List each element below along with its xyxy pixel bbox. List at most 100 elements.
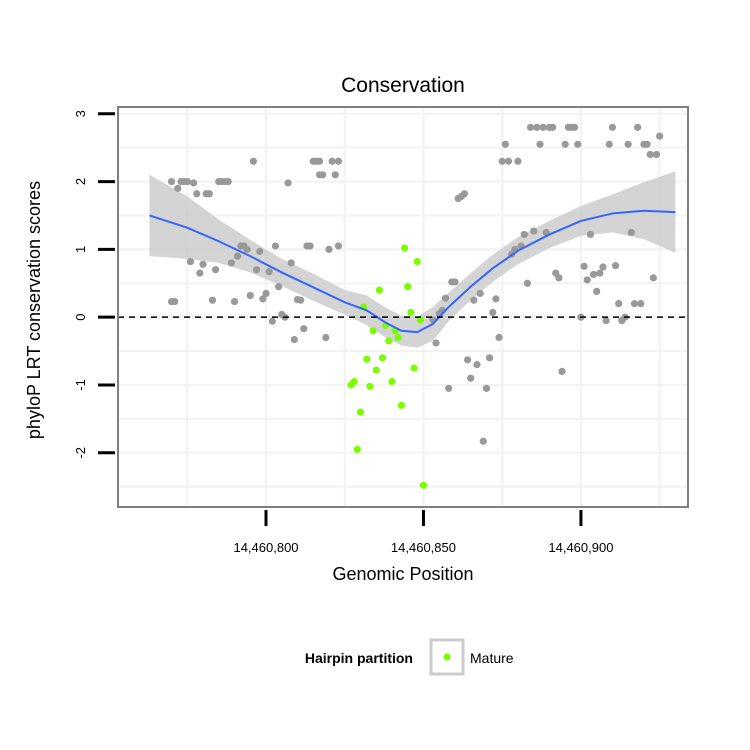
data-point (322, 333, 330, 342)
data-point (482, 384, 491, 392)
data-point (646, 150, 654, 159)
data-point (199, 260, 207, 268)
data-point (583, 276, 591, 284)
y-tick-label: 3 (73, 110, 88, 117)
data-point (593, 287, 601, 296)
data-point (637, 300, 645, 308)
data-point (234, 252, 242, 260)
panel-background (118, 107, 688, 507)
mature-data-point (413, 257, 421, 266)
data-point (470, 296, 478, 304)
legend: Hairpin partition Mature (305, 638, 514, 676)
data-point (463, 356, 472, 364)
data-point (643, 140, 651, 148)
data-point (174, 184, 182, 192)
x-tick-label: 14,460,900 (548, 540, 613, 555)
data-point (530, 227, 538, 235)
data-point (334, 242, 343, 250)
data-point (284, 179, 292, 187)
data-point (268, 317, 276, 325)
mature-data-point (410, 364, 418, 372)
data-point (451, 278, 459, 286)
data-point (319, 171, 327, 179)
data-point (224, 177, 232, 186)
data-point (306, 242, 314, 250)
data-point (649, 274, 657, 282)
y-tick-label: 1 (73, 246, 88, 253)
data-point (574, 140, 582, 148)
mature-data-point (375, 286, 383, 294)
data-point (608, 123, 617, 131)
y-tick-label: 2 (73, 178, 88, 185)
smooth-trend-line (149, 209, 676, 334)
mature-data-point (394, 333, 402, 342)
mature-data-point (400, 244, 409, 252)
data-point (495, 333, 503, 342)
data-point (441, 294, 450, 302)
mature-data-point (378, 354, 387, 362)
data-point (652, 150, 661, 159)
data-point (605, 140, 613, 148)
y-tick-label: 0 (73, 314, 88, 321)
y-tick-label: -2 (73, 447, 88, 459)
data-point (580, 262, 588, 270)
data-point (208, 296, 217, 304)
data-point (300, 325, 308, 333)
data-point (555, 274, 563, 282)
mature-data-point (407, 308, 415, 317)
data-point (167, 177, 176, 186)
data-point (205, 190, 213, 198)
data-point (596, 269, 604, 277)
data-point (432, 339, 440, 347)
data-point (548, 123, 557, 131)
data-point (246, 291, 254, 300)
mature-data-point (356, 408, 365, 416)
data-point (331, 171, 339, 179)
panel-border (117, 106, 689, 508)
data-point (189, 179, 198, 187)
data-point (602, 316, 610, 325)
data-point (489, 308, 497, 317)
data-point (445, 384, 453, 392)
data-point (514, 157, 522, 165)
data-point (589, 270, 598, 279)
data-point (315, 157, 324, 165)
data-point (630, 300, 639, 308)
mature-data-point (369, 327, 377, 335)
y-tick-label: -1 (73, 379, 88, 391)
mature-data-point (416, 316, 424, 324)
mature-data-point (388, 377, 396, 386)
data-point (656, 132, 664, 140)
mature-data-point (385, 337, 393, 345)
data-point (265, 268, 273, 276)
data-point (249, 157, 258, 165)
y-axis-title: phyloP LRT conservation scores (24, 181, 44, 439)
x-axis: 14,460,800 14,460,850 14,460,900 (233, 510, 613, 555)
data-point (473, 361, 481, 369)
data-point (520, 230, 528, 239)
mature-data-point (366, 382, 374, 390)
data-point (627, 228, 635, 237)
mature-data-point (404, 283, 412, 291)
data-point (536, 140, 544, 148)
data-point (287, 259, 295, 267)
data-point (571, 123, 579, 131)
data-point (290, 335, 298, 344)
x-tick-label: 14,460,800 (233, 540, 298, 555)
data-point (171, 297, 179, 306)
mature-data-point (363, 355, 371, 363)
mature-data-point (419, 481, 428, 489)
data-point (615, 300, 623, 308)
data-point (476, 289, 484, 298)
data-point (586, 230, 594, 239)
mature-data-point (372, 366, 380, 374)
data-point (498, 157, 506, 165)
data-point (479, 437, 487, 445)
data-point (492, 295, 500, 303)
data-point (212, 266, 220, 274)
data-point (297, 296, 305, 304)
data-point (183, 177, 191, 186)
data-point (526, 123, 535, 131)
data-point (634, 123, 642, 131)
data-point (262, 289, 270, 298)
